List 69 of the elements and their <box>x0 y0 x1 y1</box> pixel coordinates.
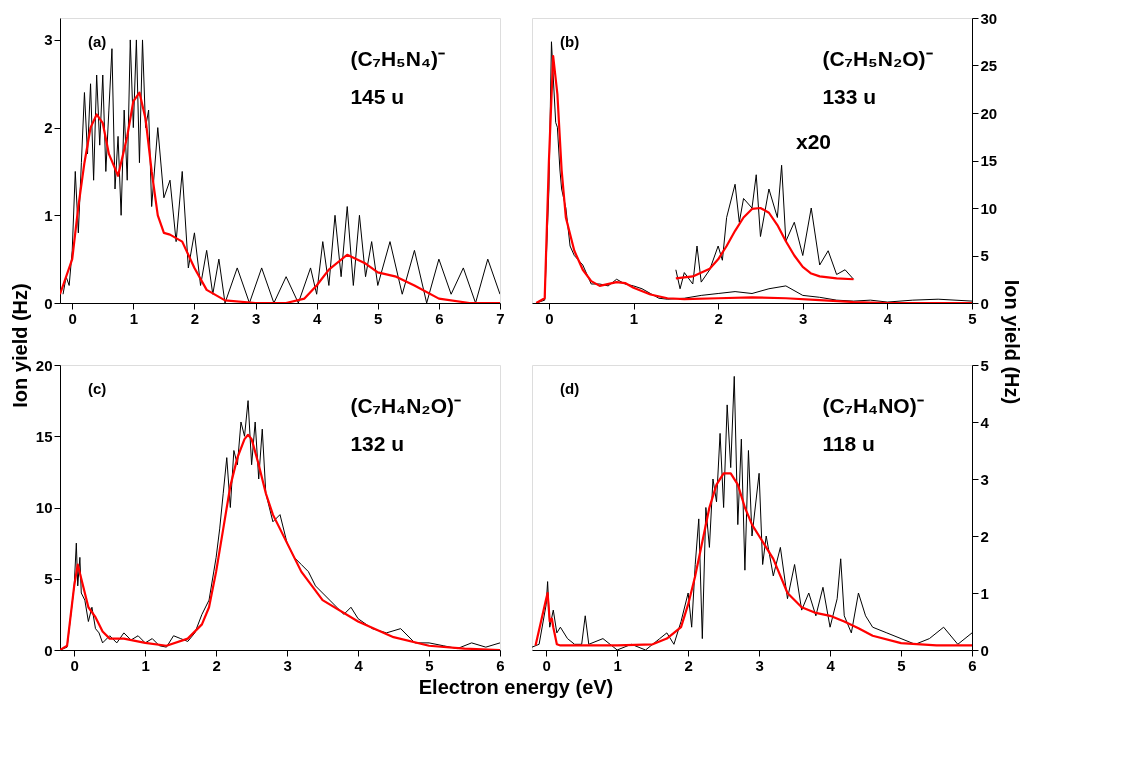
x-tick-label: 1 <box>613 656 622 674</box>
x-tick-label: 2 <box>212 656 221 674</box>
y2-tick-label: 15 <box>980 152 998 169</box>
x-tick-label: 3 <box>251 309 261 327</box>
x-tick-label: 3 <box>755 656 764 674</box>
x-tick-label: 6 <box>435 309 444 327</box>
annotation: (C₇H₄NO)⁻ <box>822 394 924 417</box>
annotation: (b) <box>560 33 580 50</box>
x-axis-title: Electron energy (eV) <box>418 675 614 698</box>
y-tick-label: 20 <box>35 356 53 374</box>
annotation: 133 u <box>822 85 877 108</box>
x-tick-label: 0 <box>68 309 77 327</box>
annotation: 118 u <box>822 432 875 455</box>
y2-axis-title: Ion yield (Hz) <box>1001 279 1024 405</box>
x-tick-label: 4 <box>826 656 836 674</box>
x-tick-label: 5 <box>968 309 977 327</box>
y2-tick-label: 1 <box>980 584 989 602</box>
x-tick-label: 6 <box>968 656 977 674</box>
x-tick-label: 2 <box>714 309 723 327</box>
x-tick-label: 1 <box>141 656 150 674</box>
x-tick-label: 2 <box>684 656 693 674</box>
y2-tick-label: 5 <box>980 247 989 264</box>
x-tick-label: 0 <box>70 656 79 674</box>
y-tick-label: 3 <box>44 31 53 49</box>
x-tick-label: 1 <box>629 309 639 327</box>
x-tick-label: 4 <box>354 656 364 674</box>
y2-tick-label: 3 <box>980 470 989 488</box>
x-tick-label: 3 <box>799 309 808 327</box>
line-series <box>674 206 855 281</box>
line-series <box>675 164 855 290</box>
y2-tick-label: 30 <box>980 9 998 27</box>
x-tick-label: 0 <box>542 656 551 674</box>
x-tick-label: 5 <box>374 309 383 327</box>
y-tick-label: 5 <box>44 570 53 588</box>
annotation: (d) <box>560 380 580 397</box>
line-series <box>534 472 972 647</box>
x-tick-label: 6 <box>496 656 505 674</box>
y-tick-label: 1 <box>44 206 53 224</box>
annotation: x20 <box>796 130 832 154</box>
annotation: (C₇H₅N₂O)⁻ <box>822 47 933 70</box>
x-tick-label: 3 <box>283 656 292 674</box>
y-axis-title: Ion yield (Hz) <box>8 283 31 408</box>
y2-tick-label: 10 <box>980 199 998 217</box>
annotation: (c) <box>88 380 107 397</box>
y-tick-label: 0 <box>44 294 53 312</box>
y2-tick-label: 2 <box>980 527 989 545</box>
x-tick-label: 1 <box>129 309 139 327</box>
y-tick-label: 2 <box>44 119 53 137</box>
x-tick-label: 4 <box>312 309 322 327</box>
x-tick-label: 5 <box>425 656 434 674</box>
y-tick-label: 0 <box>44 641 53 659</box>
annotation: (C₇H₅N₄)⁻ <box>350 47 445 70</box>
y2-tick-label: 0 <box>980 641 989 659</box>
annotation: 145 u <box>350 85 405 108</box>
y2-tick-label: 25 <box>980 57 998 74</box>
annotation: (a) <box>88 33 107 50</box>
x-tick-label: 7 <box>496 309 505 327</box>
y2-tick-label: 4 <box>980 413 990 431</box>
y2-tick-label: 20 <box>980 104 998 122</box>
y-tick-label: 10 <box>35 499 53 516</box>
x-tick-label: 2 <box>190 309 200 327</box>
y-tick-label: 15 <box>35 427 53 445</box>
x-tick-label: 0 <box>545 309 554 327</box>
annotation: 132 u <box>350 432 405 455</box>
annotation: (C₇H₄N₂O)⁻ <box>350 394 461 417</box>
y2-tick-label: 5 <box>980 356 989 374</box>
x-tick-label: 4 <box>883 309 893 327</box>
x-tick-label: 5 <box>897 656 906 674</box>
y2-tick-label: 0 <box>980 294 989 312</box>
